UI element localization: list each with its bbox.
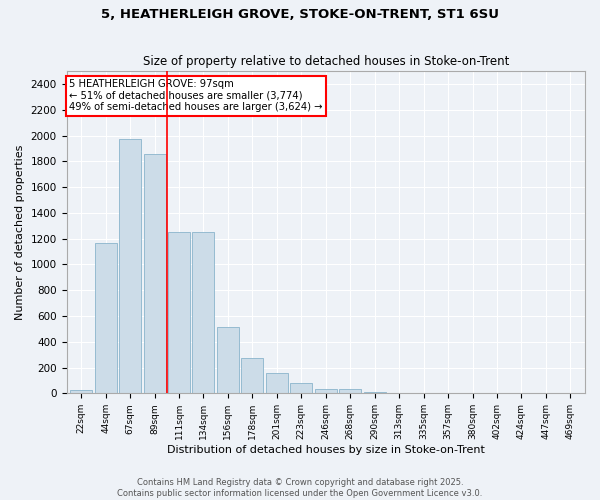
Bar (315, 389, 337, 394)
Bar (388, 392, 410, 394)
Text: Contains HM Land Registry data © Crown copyright and database right 2025.
Contai: Contains HM Land Registry data © Crown c… (118, 478, 482, 498)
Bar (70, 390, 92, 394)
Text: 5, HEATHERLEIGH GROVE, STOKE-ON-TRENT, ST1 6SU: 5, HEATHERLEIGH GROVE, STOKE-ON-TRENT, S… (101, 8, 499, 20)
Bar (241, 358, 263, 394)
Bar (95, 242, 116, 394)
Bar (193, 232, 214, 394)
Bar (364, 392, 386, 394)
X-axis label: Distribution of detached houses by size in Stoke-on-Trent: Distribution of detached houses by size … (167, 445, 485, 455)
Text: 5 HEATHERLEIGH GROVE: 97sqm
← 51% of detached houses are smaller (3,774)
49% of : 5 HEATHERLEIGH GROVE: 97sqm ← 51% of det… (69, 79, 323, 112)
Bar (143, 154, 166, 394)
Bar (413, 392, 434, 394)
Y-axis label: Number of detached properties: Number of detached properties (15, 144, 25, 320)
Bar (266, 374, 288, 394)
Bar (290, 383, 313, 394)
Bar (119, 140, 141, 394)
Bar (339, 390, 361, 394)
Bar (217, 327, 239, 394)
Title: Size of property relative to detached houses in Stoke-on-Trent: Size of property relative to detached ho… (143, 56, 509, 68)
Bar (168, 232, 190, 394)
